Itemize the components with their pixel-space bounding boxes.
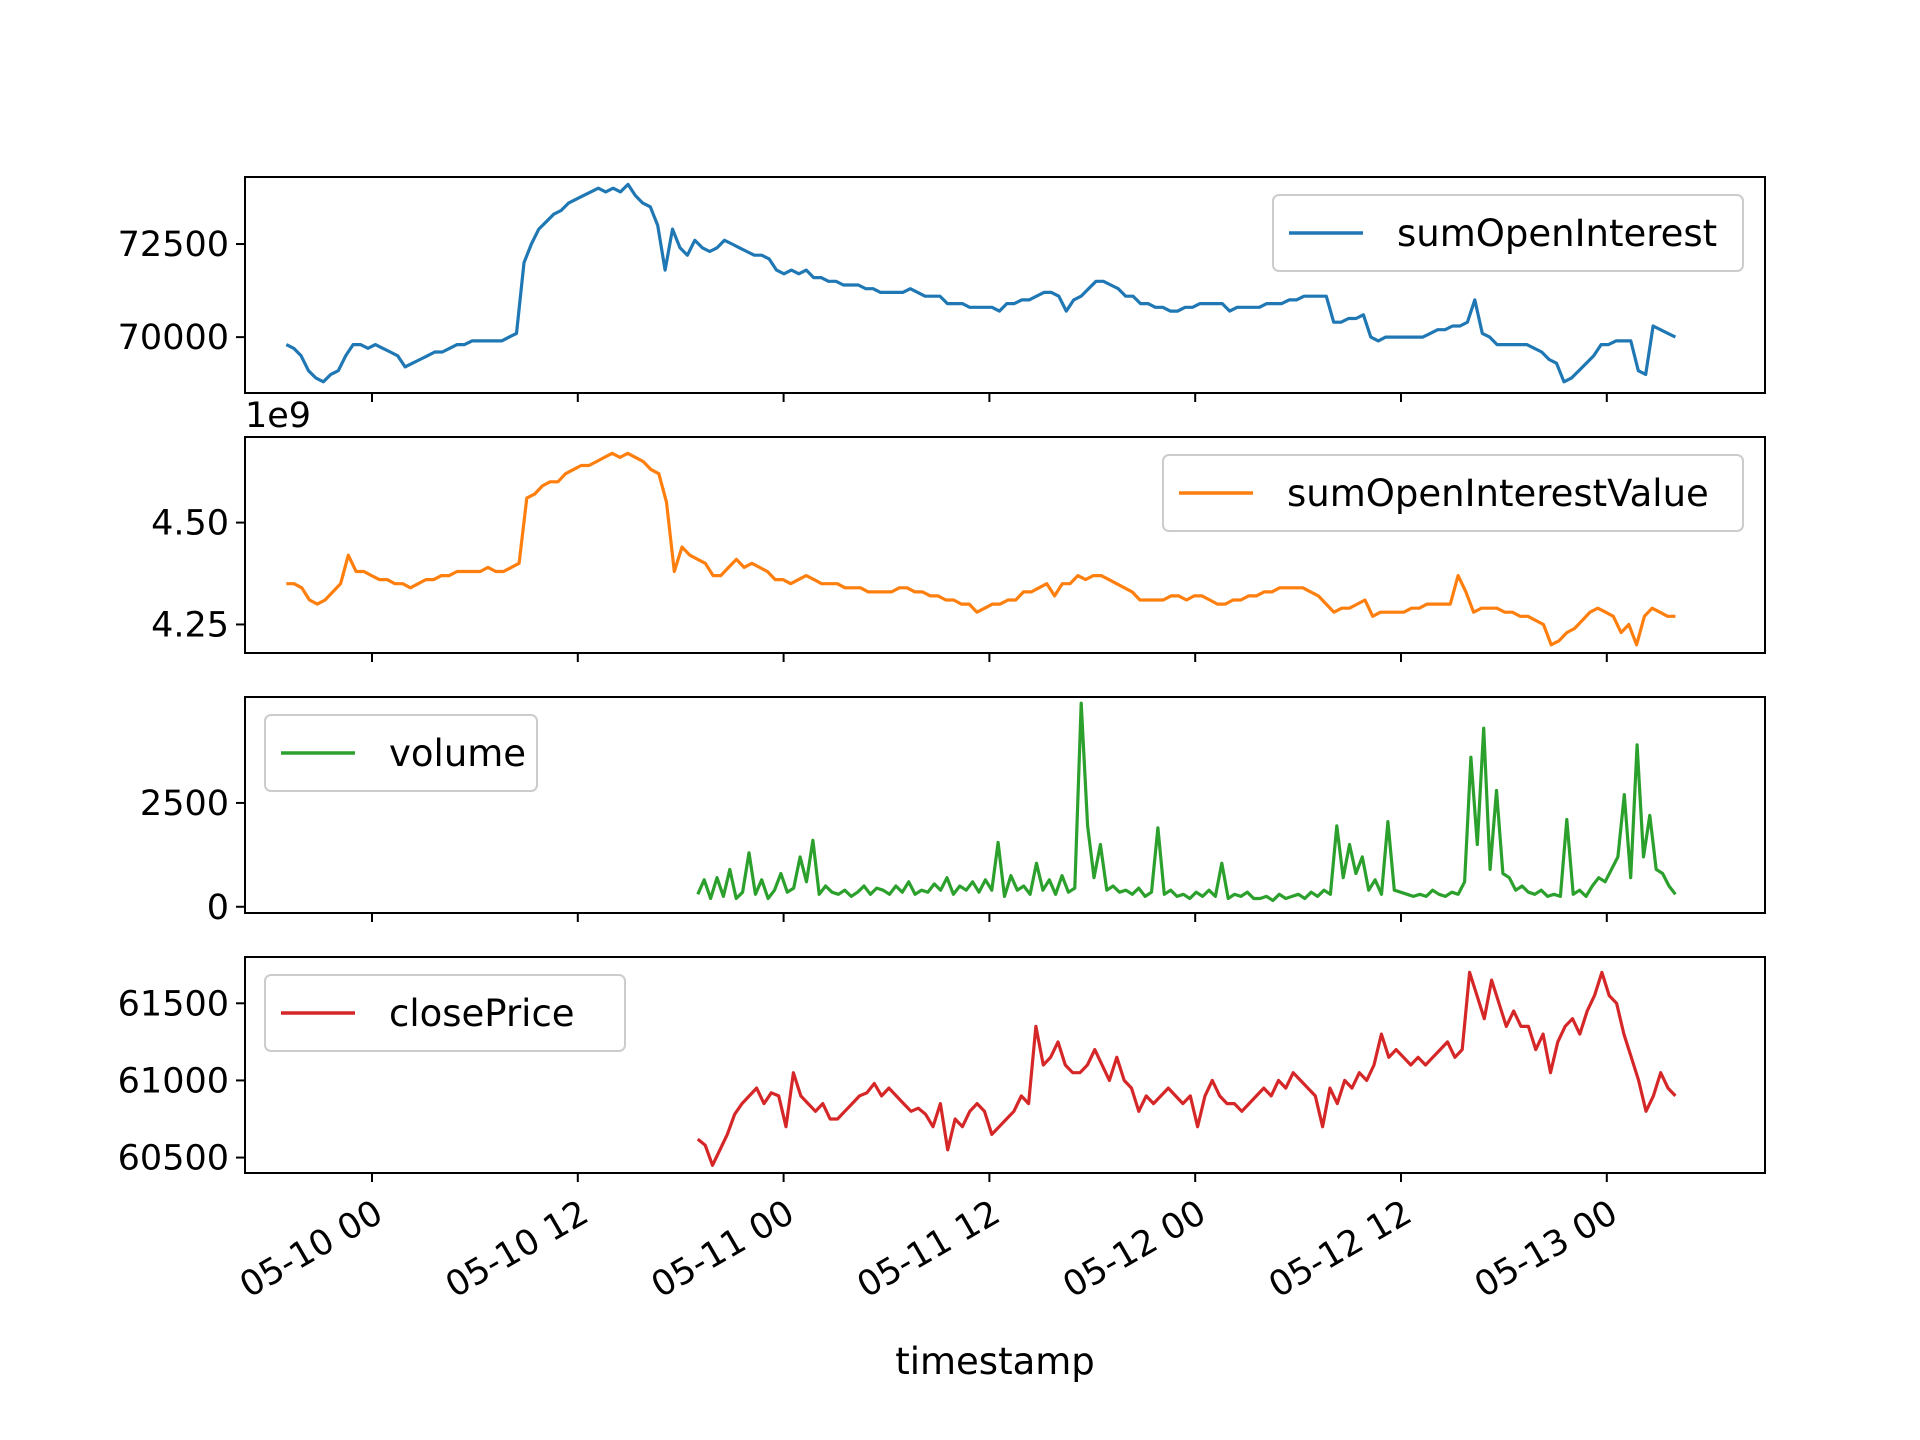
y-tick-label: 4.25 [151, 605, 229, 645]
legend-volume: volume [264, 714, 538, 792]
legend-sumOpenInterestValue: sumOpenInterestValue [1162, 454, 1744, 532]
legend-label: sumOpenInterest [1397, 212, 1717, 255]
y-offset-label: 1e9 [245, 396, 311, 436]
legend-label: sumOpenInterestValue [1287, 472, 1709, 515]
subplot-sumOpenInterest: 70000 72500 sumOpenInterest [118, 176, 1766, 402]
y-tick-label: 60500 [118, 1139, 229, 1179]
axes-frame [244, 176, 1766, 394]
axes-frame [244, 956, 1766, 1174]
subplot-stack: 70000 72500 sumOpenInterest 4.25 4.50 1e9 sumO… [118, 176, 1766, 1182]
legend-label: volume [389, 732, 526, 775]
x-axis-title: timestamp [895, 1340, 1095, 1383]
y-tick-label: 72500 [118, 225, 229, 265]
y-tick-label: 0 [207, 888, 229, 928]
legend-box [264, 714, 538, 792]
series-line-sumOpenInterestValue [286, 451, 1676, 647]
y-tick-label: 61500 [118, 984, 229, 1024]
y-tick-label: 70000 [118, 318, 229, 358]
axes-frame [244, 436, 1766, 654]
y-tick-label: 4.50 [151, 504, 229, 544]
y-tick-label: 2500 [140, 784, 229, 824]
legend-closePrice: closePrice [264, 974, 626, 1052]
series-line-closePrice [696, 970, 1677, 1167]
legend-sumOpenInterest: sumOpenInterest [1272, 194, 1744, 272]
subplot-closePrice: 60500 61000 61500 closePrice [118, 956, 1766, 1182]
subplot-volume: 0 2500 volume [140, 696, 1766, 928]
subplot-sumOpenInterestValue: 4.25 4.50 1e9 sumOpenInterestValue [151, 396, 1766, 662]
series-line-volume [696, 701, 1677, 903]
axes-frame [244, 696, 1766, 914]
legend-label: closePrice [389, 992, 575, 1035]
y-tick-label: 61000 [118, 1061, 229, 1101]
series-line-sumOpenInterest [285, 182, 1677, 384]
legend-box [264, 974, 626, 1052]
legend-box [1162, 454, 1744, 532]
legend-box [1272, 194, 1744, 272]
